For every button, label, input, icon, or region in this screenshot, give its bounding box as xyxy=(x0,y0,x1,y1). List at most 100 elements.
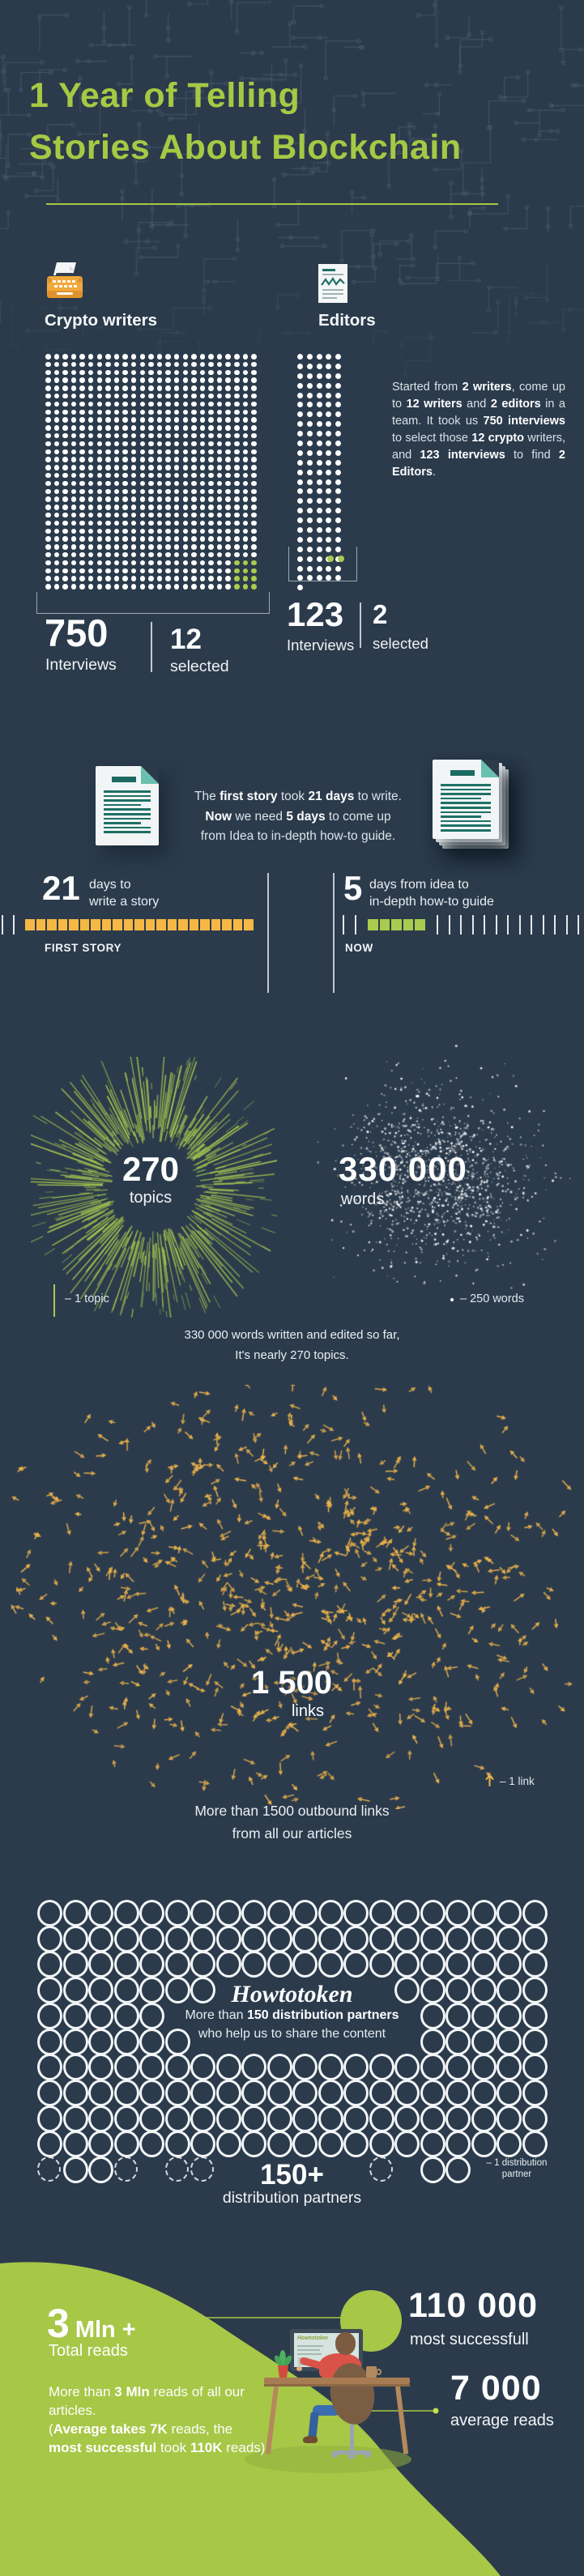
day-tick xyxy=(2,915,3,935)
day-tick xyxy=(111,915,113,935)
interview-dot xyxy=(148,528,154,534)
interview-dot xyxy=(297,441,303,447)
topics-value: 270 xyxy=(121,1150,180,1188)
interview-dot xyxy=(87,520,94,526)
interview-dot xyxy=(79,528,85,534)
interview-dot xyxy=(251,361,257,368)
interview-dot xyxy=(79,551,85,558)
editors-selected-label: selected xyxy=(373,635,428,652)
partner-circle xyxy=(343,1900,369,1927)
interview-dot xyxy=(182,401,188,407)
partner-circle xyxy=(394,2105,420,2132)
interview-dot xyxy=(225,544,231,550)
interview-dot xyxy=(96,432,103,439)
interview-dot xyxy=(335,508,342,514)
interview-dot xyxy=(225,505,231,510)
interview-dot xyxy=(122,457,128,462)
interview-dot xyxy=(182,441,188,447)
partner-circle xyxy=(522,2002,548,2029)
first-story-days: 21 xyxy=(42,869,80,907)
interview-dot xyxy=(182,425,188,431)
interview-dot xyxy=(139,568,146,574)
interview-dot xyxy=(130,568,137,574)
interview-dot xyxy=(216,449,223,455)
partner-circle xyxy=(164,1900,190,1927)
interview-dot xyxy=(173,369,180,376)
interview-dot xyxy=(139,361,146,368)
partner-circle xyxy=(62,1900,88,1927)
interview-dot xyxy=(62,377,68,383)
interview-dot xyxy=(148,496,154,502)
topic-line-marker xyxy=(53,1284,55,1317)
interview-dot xyxy=(199,480,206,487)
interview-dot xyxy=(156,496,163,502)
interview-dot xyxy=(216,354,223,360)
interview-dot xyxy=(105,409,111,415)
interview-dot xyxy=(191,393,197,399)
interview-dot xyxy=(242,409,249,415)
interview-dot xyxy=(191,536,197,542)
interview-dot xyxy=(53,584,60,590)
interview-dot xyxy=(191,432,197,439)
partner-circle xyxy=(88,2131,113,2158)
partner-circle xyxy=(164,1977,190,2004)
partner-circle xyxy=(190,1977,215,2004)
interview-dot xyxy=(62,417,68,423)
interview-dot xyxy=(148,377,154,383)
interview-dot xyxy=(79,520,85,526)
interview-dot xyxy=(105,512,111,518)
interview-dot xyxy=(113,401,120,407)
partner-circle xyxy=(190,2054,215,2081)
interview-dot xyxy=(326,536,332,543)
interview-dot xyxy=(130,393,137,399)
interview-dot xyxy=(242,584,249,590)
interview-dot xyxy=(335,441,342,447)
interview-dot xyxy=(70,520,77,526)
partner-circle xyxy=(113,2028,139,2055)
editors-label: Editors xyxy=(318,311,376,330)
interview-dot xyxy=(182,576,188,581)
partner-circle xyxy=(113,2105,139,2132)
interview-dot xyxy=(251,496,257,502)
interview-dot xyxy=(113,377,120,383)
interview-dot xyxy=(216,441,223,447)
interview-dot xyxy=(130,441,137,447)
section-divider xyxy=(333,873,335,993)
interview-dot xyxy=(297,411,303,418)
interview-dot xyxy=(306,363,313,369)
interview-dot xyxy=(62,560,68,566)
partners-legend: – 1 distribution partner xyxy=(486,2158,548,2179)
partner-circle xyxy=(343,2079,369,2106)
interview-dot xyxy=(306,517,313,524)
interview-dot xyxy=(208,393,214,399)
interview-dot xyxy=(53,560,60,566)
interview-dot xyxy=(242,385,249,391)
story-note: The first story took 21 days to write. N… xyxy=(194,790,402,843)
interview-dot xyxy=(306,536,313,543)
interview-dot xyxy=(79,576,85,581)
interview-dot xyxy=(139,369,146,376)
interview-dot xyxy=(199,544,206,550)
interview-dot xyxy=(251,369,257,376)
first-story-stage-label: FIRST STORY xyxy=(45,942,122,954)
interview-dot xyxy=(335,565,342,572)
partner-circle xyxy=(292,2131,318,2158)
partner-circle xyxy=(522,2028,548,2055)
interview-dot xyxy=(316,421,322,428)
interview-dot xyxy=(156,536,163,542)
partner-circle xyxy=(88,2105,113,2132)
interview-dot xyxy=(139,354,146,360)
interview-dot xyxy=(130,584,137,590)
interview-dot xyxy=(113,432,120,439)
partner-circle xyxy=(88,2157,113,2183)
interview-dot xyxy=(251,401,257,407)
partner-circle xyxy=(113,1951,139,1978)
first-story-tick-bar xyxy=(2,915,259,936)
interview-dot xyxy=(53,496,60,502)
partner-circle xyxy=(88,1925,113,1952)
partner-circle xyxy=(37,2054,62,2081)
interview-dot xyxy=(326,517,332,524)
day-tick xyxy=(565,915,568,935)
interview-dot xyxy=(297,449,303,456)
interview-dot xyxy=(199,465,206,470)
